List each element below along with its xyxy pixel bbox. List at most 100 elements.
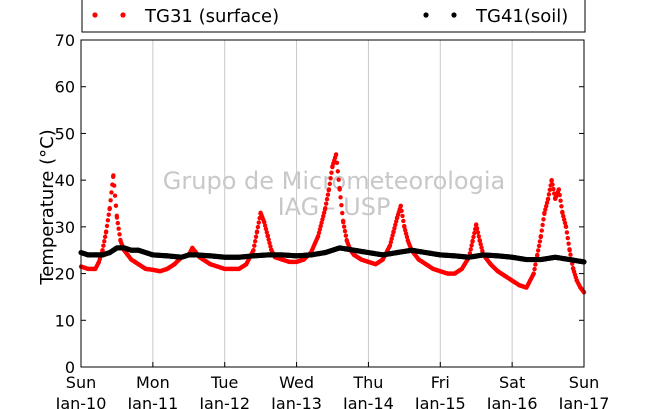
data-point (320, 217, 325, 222)
data-point (114, 215, 120, 220)
data-point (315, 234, 321, 239)
data-point (563, 224, 569, 230)
data-point (387, 243, 393, 248)
y-tick-label: 10 (55, 311, 75, 330)
data-point (535, 252, 540, 258)
data-point (470, 238, 475, 244)
data-point (559, 204, 564, 209)
data-point (106, 212, 111, 217)
data-point (468, 247, 473, 252)
data-point (392, 225, 397, 231)
data-point (556, 187, 562, 192)
data-point (561, 217, 567, 222)
data-point (391, 229, 396, 234)
data-point (393, 222, 398, 227)
watermark: Grupo de Micrometeorologia IAG - USP (163, 167, 505, 221)
y-tick-label: 0 (65, 358, 75, 377)
data-point (538, 234, 544, 239)
data-point (535, 248, 541, 253)
data-point (550, 182, 555, 187)
data-point (262, 223, 268, 228)
legend: TG31 (surface) TG41(soil) (81, 0, 586, 33)
data-point (469, 243, 474, 248)
data-point (113, 203, 119, 208)
x-tick-day-label: Sun (569, 373, 599, 392)
x-tick-day-label: Fri (431, 373, 450, 392)
data-point (567, 248, 572, 253)
watermark-line-1: Grupo de Micrometeorologia (163, 167, 505, 195)
y-tick-label: 20 (55, 265, 75, 284)
data-point (338, 195, 343, 200)
data-point (533, 262, 538, 267)
data-point (479, 245, 484, 250)
data-point (403, 228, 408, 233)
data-point (104, 223, 110, 229)
data-point (341, 219, 346, 225)
data-point (253, 234, 259, 239)
data-point (112, 193, 118, 198)
x-tick-date-label: Jan-10 (55, 394, 107, 409)
data-point (117, 232, 122, 237)
data-point (532, 266, 537, 272)
data-point (324, 197, 330, 202)
data-point (326, 187, 332, 192)
data-point (111, 173, 116, 178)
data-point (105, 218, 111, 223)
vertical-grid (152, 40, 513, 367)
data-point (536, 243, 542, 249)
axes: 0 10 20 30 40 50 60 70 Sun Jan-10 Mon Jan-11 Tue Jan-… (55, 31, 610, 409)
data-point (255, 224, 261, 230)
y-tick-label: 40 (55, 171, 75, 190)
data-point (475, 230, 481, 235)
series-tg41-soil (78, 245, 587, 265)
data-point (263, 226, 269, 232)
data-point (321, 210, 327, 215)
data-point (551, 186, 556, 192)
data-point (549, 177, 554, 183)
data-point (116, 226, 121, 231)
legend-marker (451, 12, 457, 18)
x-tick-date-label: Jan-15 (414, 394, 466, 409)
data-point (404, 234, 410, 240)
data-point (543, 207, 548, 212)
data-point (102, 234, 108, 239)
data-point (403, 231, 409, 236)
data-point (480, 248, 485, 254)
x-tick-date-label: Jan-11 (126, 394, 178, 409)
data-point (562, 220, 568, 226)
data-point (108, 198, 113, 203)
watermark-line-2: IAG - USP (278, 193, 391, 221)
data-point (100, 248, 105, 253)
legend-label-tg41: TG41(soil) (475, 6, 568, 27)
series-layer (78, 152, 587, 295)
data-point (318, 223, 323, 229)
x-tick-date-label: Jan-14 (342, 394, 394, 409)
axes-frame (80, 39, 585, 368)
data-point (329, 170, 334, 175)
data-point (544, 200, 550, 205)
data-point (544, 203, 549, 209)
data-point (546, 192, 552, 197)
data-point (267, 240, 272, 246)
x-tick-date-label: Jan-16 (486, 394, 538, 409)
data-point (316, 230, 322, 236)
data-point (401, 218, 406, 224)
data-point (393, 219, 399, 224)
data-point (537, 239, 543, 244)
x-tick-date-label: Jan-17 (558, 394, 610, 409)
data-point (323, 205, 328, 211)
y-axis-label: Temperature (°C) (37, 129, 58, 285)
data-point (103, 229, 109, 234)
data-point (390, 233, 395, 238)
data-point (340, 210, 345, 216)
data-point (545, 196, 551, 202)
legend-marker (92, 12, 98, 18)
data-point (334, 160, 340, 166)
data-point (256, 220, 261, 225)
data-point (541, 217, 546, 222)
y-tick-label: 60 (55, 78, 75, 97)
x-tick-day-label: Mon (136, 373, 170, 392)
data-point (102, 239, 107, 244)
data-point (477, 238, 483, 244)
data-point (399, 208, 404, 214)
